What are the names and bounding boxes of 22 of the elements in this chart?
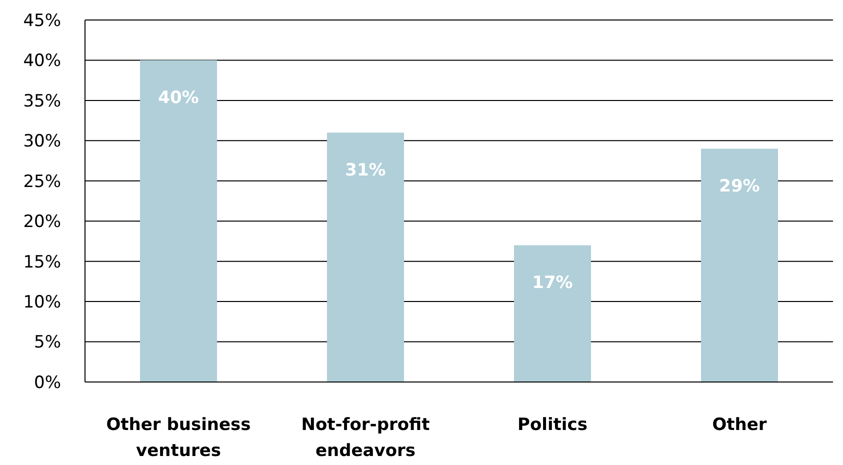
x-tick-label: Not-for-profit endeavors	[301, 415, 430, 461]
y-tick-label: 40%	[23, 51, 61, 72]
y-tick-label: 0%	[34, 372, 61, 393]
y-tick-label: 5%	[34, 332, 61, 353]
y-tick-label: 15%	[23, 252, 61, 272]
y-tick-label: 30%	[23, 132, 61, 152]
x-tick-label: Other business ventures	[106, 415, 251, 461]
x-tick-label: Politics	[518, 415, 588, 435]
bar	[701, 148, 778, 382]
y-tick-label: 35%	[23, 91, 61, 112]
data-label: 17%	[532, 273, 573, 294]
x-tick-label: Other	[712, 415, 768, 435]
y-tick-label: 25%	[23, 172, 61, 192]
bar	[327, 132, 404, 382]
y-tick-label: 20%	[23, 212, 61, 232]
bar	[140, 60, 217, 382]
bar	[514, 245, 591, 382]
data-label: 40%	[158, 88, 199, 108]
y-tick-label: 45%	[23, 10, 61, 31]
data-label: 29%	[719, 176, 760, 197]
data-label: 31%	[345, 160, 386, 181]
y-tick-label: 10%	[23, 292, 61, 313]
